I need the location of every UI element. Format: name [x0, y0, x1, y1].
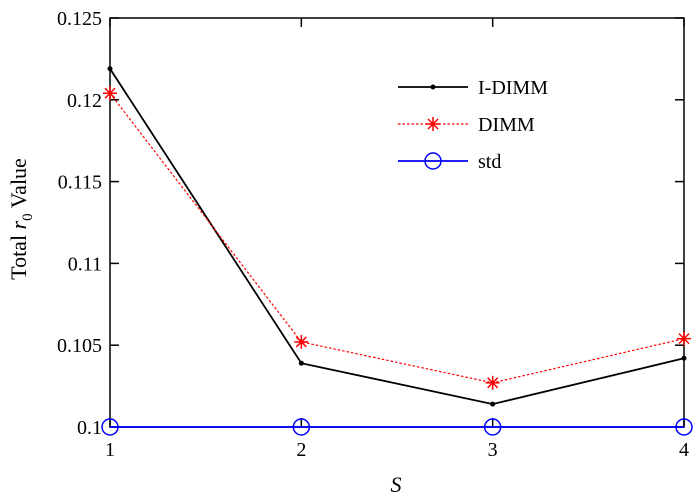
x-axis-label: S: [391, 472, 402, 497]
y-tick-label: 0.125: [57, 8, 102, 30]
y-axis-label: Total r0 Value: [6, 158, 36, 280]
data-point: [681, 355, 687, 361]
series-line: [109, 68, 685, 406]
legend-marker: [430, 84, 436, 90]
y-tick-label: 0.12: [67, 90, 102, 112]
data-point: [107, 66, 113, 72]
x-tick-label: 1: [105, 439, 115, 461]
legend-label: DIMM: [478, 114, 535, 136]
y-axis-label-suffix: Value: [6, 158, 31, 213]
data-point: [298, 360, 304, 366]
plot-border: [109, 17, 685, 428]
x-tick-label: 4: [679, 439, 689, 461]
data-point: [485, 375, 500, 390]
data-point: [675, 418, 693, 436]
legend-marker: [426, 117, 440, 131]
plot-frame: [109, 17, 685, 428]
data-point: [677, 331, 691, 346]
y-axis-label-prefix: Total: [6, 229, 31, 279]
data-point: [483, 418, 502, 436]
legend-label: I-DIMM: [478, 77, 548, 99]
y-axis: 0.1 0.105 0.11 0.115 0.12 0.125: [57, 8, 684, 439]
legend-marker: [424, 152, 442, 170]
y-tick-label: 0.115: [58, 172, 102, 194]
data-point: [103, 86, 117, 101]
series-dimm: [103, 86, 691, 390]
series-i-dimm: [107, 66, 687, 407]
y-tick-label: 0.105: [57, 335, 102, 357]
series-line: [109, 92, 685, 384]
data-point: [292, 418, 311, 436]
legend: I-DIMM DIMM std: [398, 77, 548, 173]
y-axis-label-subscript: 0: [20, 213, 36, 221]
data-point: [490, 401, 496, 407]
series-layer: [101, 66, 693, 436]
data-point: [294, 334, 309, 349]
x-axis: 1 2 3 4: [105, 18, 689, 461]
y-tick-label: 0.11: [68, 253, 102, 275]
legend-label: std: [478, 151, 501, 173]
x-tick-label: 2: [296, 439, 306, 461]
series-std: [101, 418, 693, 436]
x-tick-label: 3: [488, 439, 498, 461]
y-tick-label: 0.1: [77, 417, 102, 439]
data-point: [101, 418, 119, 436]
y-axis-label-variable: r: [6, 220, 31, 229]
